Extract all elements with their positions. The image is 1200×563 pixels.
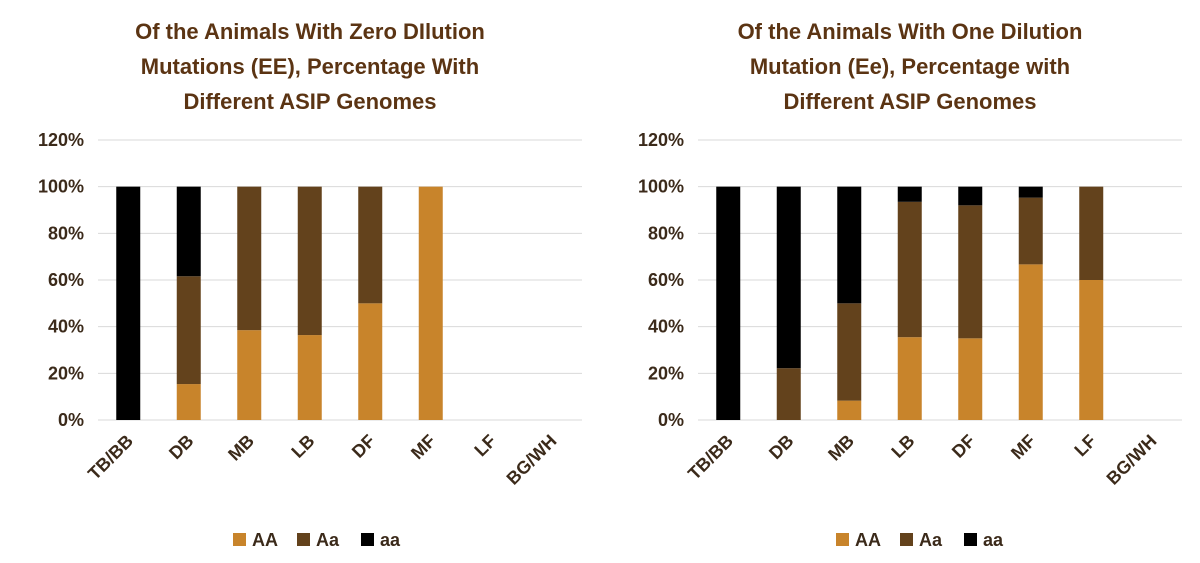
bar-segment-aa [776, 186, 801, 369]
y-tick-label: 100% [38, 177, 84, 197]
bar-segment-aa [176, 276, 201, 385]
chart-title-line: Mutation (Ee), Percentage with [749, 54, 1071, 79]
bar-segment-aa [116, 186, 141, 420]
legend-label: aa [380, 530, 401, 550]
chart-title-line: Of the Animals With Zero DIlution [135, 19, 485, 44]
bar-segment-aa [1018, 197, 1043, 265]
y-tick-label: 60% [648, 270, 684, 290]
legend-swatch [361, 533, 374, 546]
x-tick-label: MF [1007, 431, 1040, 464]
x-tick-label: DF [948, 431, 979, 462]
legend-label: aa [983, 530, 1004, 550]
x-tick-label: BG/WH [1103, 431, 1161, 489]
legend-swatch [836, 533, 849, 546]
bar-segment-aa [418, 186, 443, 420]
y-tick-label: 40% [48, 317, 84, 337]
legend-swatch [900, 533, 913, 546]
x-tick-label: LB [887, 431, 918, 462]
bar-segment-aa [958, 205, 983, 339]
legend-label: Aa [316, 530, 340, 550]
x-tick-label: DB [165, 431, 198, 464]
y-tick-label: 120% [38, 130, 84, 150]
y-tick-label: 0% [58, 410, 84, 430]
y-tick-label: 100% [638, 177, 684, 197]
y-tick-label: 40% [648, 317, 684, 337]
chart-title-line: Of the Animals With One Dilution [737, 19, 1083, 44]
bar-segment-aa [897, 186, 922, 202]
chart-title-line: Different ASIP Genomes [183, 89, 437, 114]
y-tick-label: 20% [648, 363, 684, 383]
legend-label: AA [855, 530, 881, 550]
y-tick-label: 80% [48, 223, 84, 243]
x-tick-label: LB [287, 431, 318, 462]
bar-segment-aa [358, 186, 383, 304]
bar-segment-aa [176, 384, 201, 420]
bar-segment-aa [297, 186, 322, 336]
legend-swatch [297, 533, 310, 546]
chart-title-line: Mutations (EE), Percentage With [140, 54, 480, 79]
stacked-bar-chart: 0% 20% 40% 60% 80% 100% 120% TB/BB DB MB LB DF MF LF B… [38, 130, 582, 550]
chart-panel-zero-dilution: Of the Animals With Zero DIlution Mutati… [38, 14, 582, 550]
bar-segment-aa [176, 186, 201, 277]
bar-segment-aa [1018, 264, 1043, 420]
x-tick-label: LF [1070, 431, 1100, 461]
bar-segment-aa [1079, 186, 1104, 280]
y-tick-label: 80% [648, 223, 684, 243]
bar-segment-aa [297, 335, 322, 420]
bar-segment-aa [716, 186, 741, 420]
bar-segment-aa [237, 330, 262, 420]
chart-title: Of the Animals With Zero DIlution Mutati… [60, 14, 560, 119]
x-tick-label: TB/BB [684, 431, 737, 484]
bar-segment-aa [837, 303, 862, 401]
x-tick-label: MF [407, 431, 440, 464]
x-tick-label: BG/WH [503, 431, 561, 489]
stacked-bar-chart: 0% 20% 40% 60% 80% 100% 120% TB/BB DB MB LB DF MF LF B… [638, 130, 1182, 550]
bar-segment-aa [1079, 280, 1104, 420]
x-tick-label: LF [470, 431, 500, 461]
x-tick-label: DB [765, 431, 798, 464]
bar-segment-aa [1018, 186, 1043, 198]
chart-panel-one-dilution: Of the Animals With One Dilution Mutatio… [600, 0, 1200, 563]
bar-segment-aa [237, 186, 262, 331]
x-tick-label: MB [824, 431, 858, 465]
x-tick-label: TB/BB [84, 431, 137, 484]
bar-segment-aa [358, 303, 383, 420]
chart-title: Of the Animals With One Dilution Mutatio… [660, 14, 1160, 119]
bar-segment-aa [776, 368, 801, 420]
legend-label: AA [252, 530, 278, 550]
bar-segment-aa [958, 338, 983, 420]
bar-segment-aa [958, 186, 983, 206]
bar-segment-aa [837, 186, 862, 304]
bar-segment-aa [837, 400, 862, 420]
x-tick-label: MB [224, 431, 258, 465]
legend-swatch [964, 533, 977, 546]
x-tick-label: DF [348, 431, 379, 462]
y-tick-label: 120% [638, 130, 684, 150]
legend-swatch [233, 533, 246, 546]
y-tick-label: 20% [48, 363, 84, 383]
bar-segment-aa [897, 337, 922, 420]
legend-label: Aa [919, 530, 943, 550]
bar-segment-aa [897, 201, 922, 338]
y-tick-label: 60% [48, 270, 84, 290]
chart-title-line: Different ASIP Genomes [783, 89, 1037, 114]
y-tick-label: 0% [658, 410, 684, 430]
